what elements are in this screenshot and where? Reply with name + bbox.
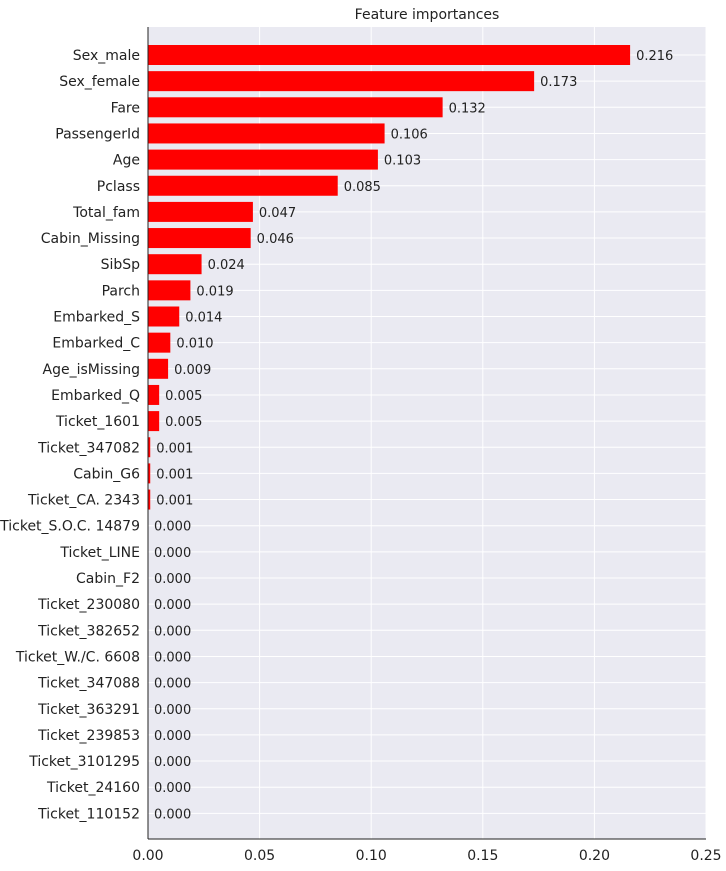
- bar: [148, 175, 338, 196]
- bar: [148, 358, 169, 379]
- y-tick-label: Pclass: [97, 179, 140, 195]
- bar: [148, 437, 151, 458]
- value-label: 0.005: [165, 389, 202, 404]
- y-tick-label: Embarked_S: [53, 310, 140, 326]
- value-label: 0.106: [391, 127, 428, 142]
- bar: [148, 384, 160, 405]
- bar: [148, 228, 251, 249]
- value-label: 0.000: [154, 755, 191, 770]
- value-label: 0.173: [540, 75, 577, 90]
- y-tick-label: SibSp: [101, 257, 141, 273]
- y-tick-label: Sex_male: [73, 48, 140, 64]
- y-tick-label: Ticket_LINE: [59, 545, 140, 561]
- value-label: 0.005: [165, 415, 202, 430]
- value-label: 0.000: [154, 781, 191, 796]
- chart-title: Feature importances: [355, 7, 500, 23]
- y-tick-label: Ticket_1601: [55, 414, 140, 430]
- value-label: 0.000: [154, 729, 191, 744]
- value-label: 0.000: [154, 624, 191, 639]
- y-tick-label: Ticket_230080: [37, 597, 140, 613]
- x-tick-label: 0.10: [356, 848, 387, 864]
- value-label: 0.014: [185, 311, 222, 326]
- x-tick-label: 0.05: [244, 848, 275, 864]
- value-label: 0.001: [156, 441, 193, 456]
- value-label: 0.000: [154, 572, 191, 587]
- value-label: 0.046: [257, 232, 294, 247]
- y-tick-label: Total_fam: [72, 205, 140, 221]
- plot-background: [148, 27, 706, 839]
- y-tick-label: PassengerId: [55, 126, 140, 142]
- y-tick-label: Ticket_347082: [37, 440, 140, 456]
- x-tick-labels: 0.00 0.05 0.10 0.15 0.20 0.25: [132, 848, 721, 864]
- bar: [148, 332, 171, 353]
- value-label: 0.010: [176, 337, 213, 352]
- y-tick-label: Cabin_G6: [73, 466, 140, 482]
- x-tick-label: 0.25: [690, 848, 721, 864]
- value-label: 0.000: [154, 703, 191, 718]
- value-label: 0.000: [154, 807, 191, 822]
- bar: [148, 489, 151, 510]
- value-label: 0.216: [636, 49, 673, 64]
- bar: [148, 280, 191, 301]
- value-label: 0.001: [156, 467, 193, 482]
- y-tick-label: Ticket_363291: [37, 702, 140, 718]
- value-label: 0.103: [384, 154, 421, 169]
- value-label: 0.000: [154, 546, 191, 561]
- y-tick-label: Ticket_CA. 2343: [27, 493, 140, 509]
- y-tick-label: Age: [113, 153, 140, 169]
- y-tick-label: Embarked_Q: [51, 388, 140, 404]
- bar: [148, 123, 385, 144]
- value-label: 0.024: [208, 258, 245, 273]
- y-tick-label: Ticket_110152: [37, 806, 140, 822]
- value-label: 0.132: [449, 101, 486, 116]
- bar: [148, 411, 160, 432]
- bar: [148, 254, 202, 275]
- bars: [148, 45, 631, 510]
- bar: [148, 97, 443, 118]
- value-label: 0.001: [156, 494, 193, 509]
- bar: [148, 149, 378, 170]
- value-label: 0.047: [259, 206, 296, 221]
- y-tick-label: Ticket_347088: [37, 676, 140, 692]
- value-label: 0.000: [154, 650, 191, 665]
- bar: [148, 463, 151, 484]
- y-tick-label: Age_isMissing: [43, 362, 140, 378]
- value-label: 0.000: [154, 598, 191, 613]
- bar: [148, 201, 253, 222]
- bar: [148, 71, 535, 92]
- y-tick-label: Fare: [111, 100, 140, 116]
- bar: [148, 45, 631, 65]
- bar: [148, 306, 180, 327]
- y-tick-label: Cabin_Missing: [41, 231, 140, 247]
- y-tick-label: Ticket_239853: [37, 728, 140, 744]
- value-label: 0.085: [344, 180, 381, 195]
- value-label: 0.009: [174, 363, 211, 378]
- y-tick-label: Ticket_3101295: [28, 754, 140, 770]
- value-label: 0.000: [154, 677, 191, 692]
- y-tick-label: Ticket_382652: [37, 623, 140, 639]
- value-label: 0.000: [154, 520, 191, 535]
- y-tick-labels: Sex_male Sex_female Fare PassengerId Age Pcla…: [0, 48, 140, 822]
- x-tick-label: 0.20: [579, 848, 610, 864]
- y-tick-label: Cabin_F2: [76, 571, 140, 587]
- y-tick-label: Parch: [102, 283, 140, 299]
- x-tick-label: 0.15: [467, 848, 498, 864]
- x-tick-label: 0.00: [132, 848, 163, 864]
- y-tick-label: Ticket_W./C. 6608: [15, 649, 140, 665]
- y-tick-label: Ticket_S.O.C. 14879: [0, 519, 140, 535]
- y-tick-label: Ticket_24160: [46, 780, 140, 796]
- value-label: 0.019: [196, 284, 233, 299]
- y-tick-label: Embarked_C: [52, 336, 140, 352]
- y-tick-label: Sex_female: [59, 74, 140, 90]
